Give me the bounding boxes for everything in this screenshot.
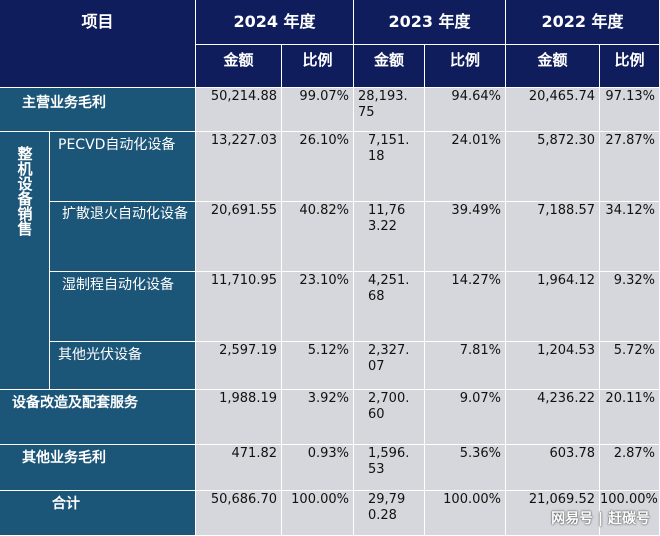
cell-amount-2024: 20,691.55 [196,202,282,272]
cell-amount-2024: 2,597.19 [196,342,282,390]
row-label-other-pv: 其他光伏设备 [50,342,196,390]
cell-ratio-2024: 5.12% [282,342,354,390]
row-label-main-business: 主营业务毛利 [0,88,196,132]
cell-ratio-2022: 100.00% [600,491,660,536]
cell-amount-2024: 50,686.70 [196,491,282,536]
header-year-2024: 2024 年度 [196,0,354,45]
watermark: 网易号 | 赶碳号 [551,511,650,527]
cell-ratio-2023: 9.07% [425,390,506,445]
cell-amount-2023: 28,193.75 [354,88,425,132]
cell-ratio-2023: 5.36% [425,445,506,491]
cell-ratio-2022: 97.13% [600,88,660,132]
group-label-machine-sales: 整机设备销售 [0,132,50,390]
cell-ratio-2022: 9.32% [600,272,660,342]
row-label-pecvd: PECVD自动化设备 [50,132,196,202]
cell-ratio-2023: 7.81% [425,342,506,390]
cell-amount-2023: 7,151.18 [354,132,425,202]
cell-ratio-2024: 40.82% [282,202,354,272]
cell-ratio-2022: 34.12% [600,202,660,272]
group-label-text: 整机设备销售 [15,146,34,236]
cell-amount-2024: 13,227.03 [196,132,282,202]
cell-amount-2024: 471.82 [196,445,282,491]
cell-amount-2024: 50,214.88 [196,88,282,132]
header-ratio-2022: 比例 [600,45,660,88]
cell-amount-2022: 20,465.74 [506,88,600,132]
header-amount-2023: 金额 [354,45,425,88]
cell-ratio-2022: 20.11% [600,390,660,445]
cell-amount-2023: 11,763.22 [354,202,425,272]
cell-amount-2023: 4,251.68 [354,272,425,342]
cell-ratio-2022: 5.72% [600,342,660,390]
row-label-wet-process: 湿制程自动化设备 [50,272,196,342]
cell-amount-2024: 11,710.95 [196,272,282,342]
cell-amount-2023: 2,700.60 [354,390,425,445]
cell-amount-2023: 2,327.07 [354,342,425,390]
cell-ratio-2024: 23.10% [282,272,354,342]
cell-amount-2022: 5,872.30 [506,132,600,202]
cell-ratio-2024: 0.93% [282,445,354,491]
cell-amount-2022: 1,204.53 [506,342,600,390]
cell-ratio-2024: 100.00% [282,491,354,536]
cell-ratio-2023: 39.49% [425,202,506,272]
cell-ratio-2024: 99.07% [282,88,354,132]
cell-amount-2023: 29,790.28 [354,491,425,536]
row-label-other-business: 其他业务毛利 [0,445,196,491]
row-label-total: 合计 [0,491,196,536]
cell-ratio-2023: 94.64% [425,88,506,132]
cell-ratio-2024: 3.92% [282,390,354,445]
header-year-2023: 2023 年度 [354,0,506,45]
cell-ratio-2024: 26.10% [282,132,354,202]
row-label-retrofit-services: 设备改造及配套服务 [0,390,196,445]
row-label-diffusion-annealing: 扩散退火自动化设备 [50,202,196,272]
cell-amount-2022: 1,964.12 [506,272,600,342]
header-ratio-2024: 比例 [282,45,354,88]
cell-ratio-2023: 100.00% [425,491,506,536]
header-item: 项目 [0,0,196,88]
cell-amount-2022: 21,069.52 [506,491,600,536]
header-amount-2022: 金额 [506,45,600,88]
header-amount-2024: 金额 [196,45,282,88]
cell-amount-2024: 1,988.19 [196,390,282,445]
cell-ratio-2022: 2.87% [600,445,660,491]
header-ratio-2023: 比例 [425,45,506,88]
cell-amount-2022: 4,236.22 [506,390,600,445]
header-year-2022: 2022 年度 [506,0,660,45]
cell-amount-2023: 1,596.53 [354,445,425,491]
cell-ratio-2023: 24.01% [425,132,506,202]
cell-amount-2022: 603.78 [506,445,600,491]
cell-ratio-2023: 14.27% [425,272,506,342]
cell-ratio-2022: 27.87% [600,132,660,202]
cell-amount-2022: 7,188.57 [506,202,600,272]
